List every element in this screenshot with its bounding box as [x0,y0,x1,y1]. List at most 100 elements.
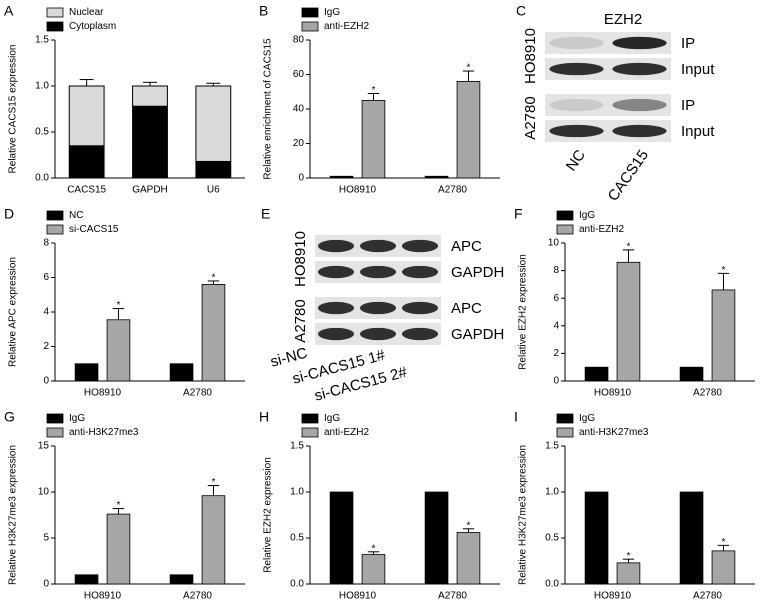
x-tick-label: U6 [207,185,220,196]
bar [74,574,99,585]
bar [711,289,736,382]
bar [616,261,641,382]
legend-swatch [556,413,574,424]
x-tick-label: A2780 [438,591,467,602]
bar [106,513,131,585]
panel-letter: I [514,409,518,425]
y-tick-label: 0.5 [35,127,49,138]
y-tick-label: 15 [38,441,50,452]
y-tick-label: 2 [553,348,559,359]
x-tick-label: HO8910 [594,388,632,399]
chart-panel: G Relative H3K27me3 expression 0 5 10 15 HO891… [4,409,245,602]
blot-group-label: A2780 [522,96,539,139]
blot-row-label: IP [681,35,695,52]
y-tick-label: 0.0 [545,579,559,590]
bar [711,550,736,585]
x-tick-label: A2780 [693,388,722,399]
y-tick-label: 8 [43,238,49,249]
y-tick-label: 80 [293,35,305,46]
bar [74,363,99,382]
bar [361,554,386,585]
blot-band [317,327,355,341]
chart-panel: A Relative CACS15 expression 0.0 0.5 1.0 1.5 C… [4,3,245,196]
lane-label: CACS15 [605,147,652,205]
y-tick-label: 5 [43,533,49,544]
y-tick-label: 0 [553,376,559,387]
legend-label: Nuclear [69,7,104,18]
error-bar [367,551,380,555]
chart-panel: B Relative enrichment of CACS15 0 20 40 60 80 H… [259,3,500,196]
error-bar [112,508,125,515]
bar [679,491,704,585]
significance-label: * [212,477,216,488]
y-axis-label: Relative EZH2 expression [518,254,529,370]
significance-label: * [627,242,631,253]
blot-band [549,36,604,50]
x-tick-label: HO8910 [339,591,377,602]
bar [456,81,481,179]
bar-segment [132,105,168,179]
significance-label: * [722,537,726,548]
significance-label: * [117,300,121,311]
bar [679,366,704,382]
blot-band [549,62,604,76]
blot-group-label: A2780 [292,299,309,342]
bar-segment [132,85,168,107]
blot-band [612,36,667,50]
legend-label: si-CACS15 [69,224,119,235]
significance-label: * [627,551,631,562]
significance-label: * [117,500,121,511]
panel-letter: A [4,3,14,19]
y-tick-label: 0.5 [290,533,304,544]
x-tick-label: A2780 [183,591,212,602]
y-tick-label: 8 [553,265,559,276]
panel-letter: C [516,3,526,19]
y-tick-label: 6 [43,272,49,283]
bar [201,495,226,585]
panel-letter: D [4,206,14,222]
y-axis-label: Relative CACS15 expression [8,45,19,174]
blot-row-label: GAPDH [451,326,504,343]
blot-row-label: Input [681,61,715,78]
legend-label: anti-H3K27me3 [69,427,139,438]
blot-band [359,301,397,315]
bar [329,491,354,585]
y-tick-label: 4 [43,307,49,318]
y-tick-label: 0 [43,376,49,387]
error-bar [207,485,220,496]
blot-band [401,301,439,315]
bar [169,574,194,585]
panel-letter: F [514,206,523,222]
legend-swatch [301,21,319,32]
y-tick-label: 1.0 [35,81,49,92]
legend-label: IgG [579,210,595,221]
legend-swatch [301,427,319,438]
error-bar [367,92,380,101]
x-tick-label: HO8910 [594,591,632,602]
y-tick-label: 6 [553,293,559,304]
y-tick-label: 40 [293,104,305,115]
legend-label: anti-EZH2 [324,427,369,438]
y-tick-label: 20 [293,138,305,149]
blot-strip [545,94,671,116]
blot-band [401,239,439,253]
blot-row-label: GAPDH [451,264,504,281]
bar-segment [195,160,232,179]
bar [616,562,641,585]
y-axis-label: Relative H3K27me3 expression [518,445,529,585]
legend-swatch [556,224,574,235]
bar-segment [68,145,105,179]
legend-label: anti-EZH2 [324,21,369,32]
y-tick-label: 1.5 [290,441,304,452]
y-tick-label: 0 [298,173,304,184]
y-tick-label: 10 [548,238,560,249]
error-bar [143,81,157,86]
y-axis-label: Relative APC expression [8,257,19,367]
bar [169,363,194,382]
bar [584,366,609,382]
blot-row-label: Input [681,123,715,140]
error-bar [206,82,221,86]
y-tick-label: 60 [293,69,305,80]
bar [361,99,386,179]
